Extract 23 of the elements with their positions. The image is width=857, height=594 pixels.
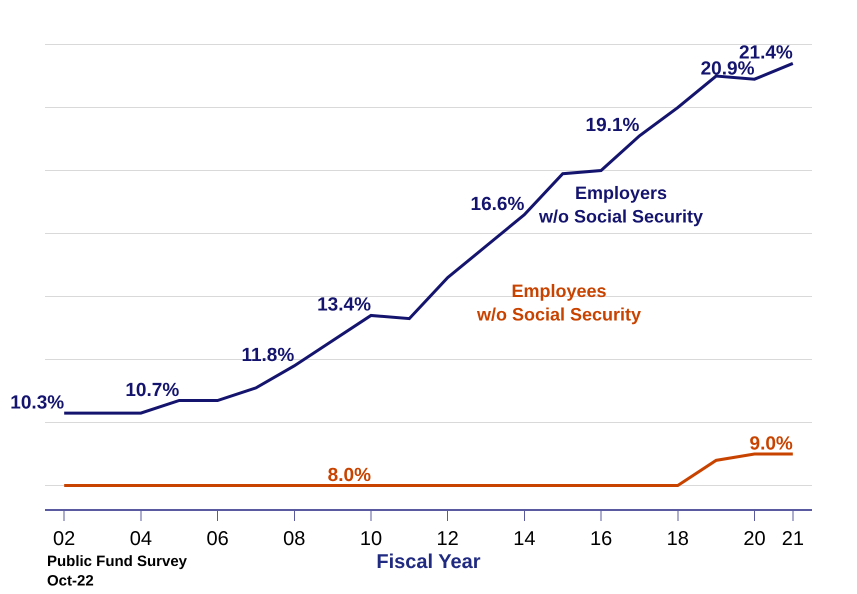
series-label: Employers w/o Social Security xyxy=(538,183,704,226)
x-tick-label: 04 xyxy=(130,528,152,550)
x-tick-label: 18 xyxy=(666,528,689,550)
data-label: 13.4% xyxy=(317,294,372,316)
x-tick-label: 10 xyxy=(360,528,382,550)
x-tick-label: 16 xyxy=(590,528,612,550)
x-tick-label: 02 xyxy=(53,528,76,550)
x-axis-title: Fiscal Year xyxy=(376,550,481,573)
x-tick-label: 08 xyxy=(283,528,306,550)
data-label: 19.1% xyxy=(586,115,640,136)
data-label: 8.0% xyxy=(328,464,372,486)
x-tick-label: 21 xyxy=(782,528,804,550)
x-tick-label: 06 xyxy=(206,528,229,550)
x-tick-label: 20 xyxy=(743,528,766,550)
text: Public Fund Survey Oct-22 xyxy=(47,553,188,590)
x-tick-label: 14 xyxy=(513,528,536,550)
data-label: 10.3% xyxy=(10,392,64,414)
x-tick-label: 12 xyxy=(436,528,459,550)
data-label: 10.7% xyxy=(125,380,180,401)
data-label: 11.8% xyxy=(241,345,294,366)
data-label: 16.6% xyxy=(470,194,524,215)
data-label: 9.0% xyxy=(750,433,793,454)
text: Employees w/o Social Security xyxy=(476,281,642,324)
